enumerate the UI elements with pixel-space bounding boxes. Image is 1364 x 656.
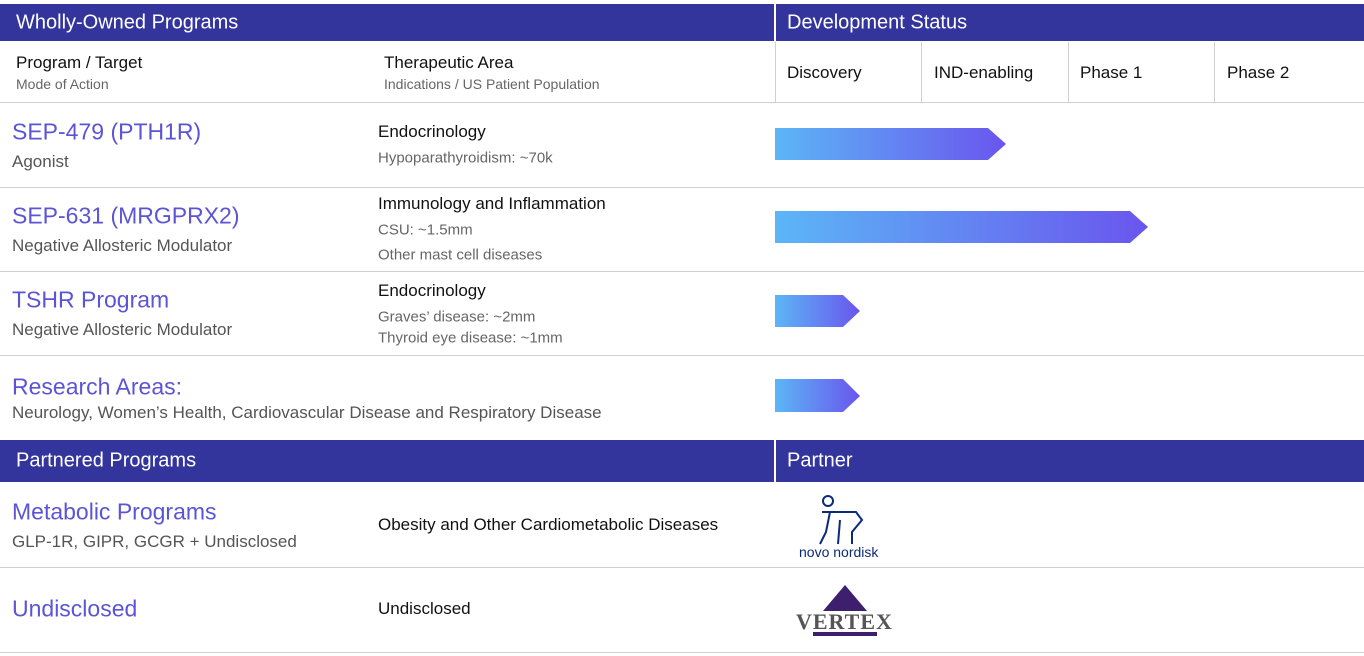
vertex-logo	[823, 585, 867, 611]
progress-arrow	[775, 295, 860, 327]
novo-logo	[819, 495, 864, 545]
column-header: Therapeutic Area	[384, 53, 514, 72]
row-divider	[0, 187, 1364, 188]
section-title: Wholly-Owned Programs	[16, 11, 239, 34]
indication: Other mast cell diseases	[378, 246, 543, 264]
therapeutic-area: Endocrinology	[378, 122, 486, 141]
therapeutic-area: Obesity and Other Cardiometabolic Diseas…	[378, 515, 719, 534]
header-divider	[774, 4, 776, 41]
phase-header: IND-enabling	[934, 63, 1034, 82]
therapeutic-area: Undisclosed	[378, 599, 471, 618]
phase-header: Phase 2	[1227, 63, 1290, 82]
therapeutic-area: Immunology and Inflammation	[378, 194, 606, 213]
program-name: Research Areas:	[12, 373, 183, 400]
column-divider	[1068, 42, 1069, 102]
progress-arrow	[775, 379, 860, 412]
program-mode: Negative Allosteric Modulator	[12, 236, 233, 255]
partner-name: novo nordisk	[799, 544, 879, 560]
vertex-logo	[813, 632, 877, 636]
program-mode: Agonist	[12, 152, 69, 171]
row-divider	[0, 102, 1364, 103]
therapeutic-area: Endocrinology	[378, 281, 486, 300]
program-name: TSHR Program	[12, 286, 170, 313]
program-name: Metabolic Programs	[12, 498, 217, 525]
program-name: SEP-479 (PTH1R)	[12, 118, 202, 145]
section-title: Development Status	[787, 11, 968, 34]
column-divider	[1214, 42, 1215, 102]
program-name: Undisclosed	[12, 595, 138, 622]
phase-header: Discovery	[787, 63, 862, 82]
section-title: Partner	[787, 449, 853, 472]
row-divider	[0, 652, 1364, 653]
column-subheader: Indications / US Patient Population	[384, 76, 600, 92]
column-divider	[921, 42, 922, 102]
indication: Thyroid eye disease: ~1mm	[378, 329, 563, 347]
header-bar	[0, 440, 1364, 482]
indication: Graves’ disease: ~2mm	[378, 308, 536, 326]
progress-arrow	[775, 128, 1006, 160]
row-divider	[0, 567, 1364, 568]
column-header: Program / Target	[16, 53, 143, 72]
partner-name: VERTEX	[796, 609, 893, 634]
header-bar	[0, 4, 1364, 41]
section-title: Partnered Programs	[16, 449, 197, 472]
program-mode: GLP-1R, GIPR, GCGR + Undisclosed	[12, 532, 297, 551]
row-divider	[0, 271, 1364, 272]
program-mode: Negative Allosteric Modulator	[12, 320, 233, 339]
program-name: SEP-631 (MRGPRX2)	[12, 202, 240, 229]
column-divider	[775, 42, 776, 102]
indication: CSU: ~1.5mm	[378, 221, 473, 239]
progress-arrow	[775, 211, 1148, 243]
row-divider	[0, 355, 1364, 356]
phase-header: Phase 1	[1080, 63, 1143, 82]
column-subheader: Mode of Action	[16, 76, 109, 92]
research-details: Neurology, Women’s Health, Cardiovascula…	[12, 403, 602, 422]
header-divider	[774, 440, 776, 482]
indication: Hypoparathyroidism: ~70k	[378, 149, 553, 167]
